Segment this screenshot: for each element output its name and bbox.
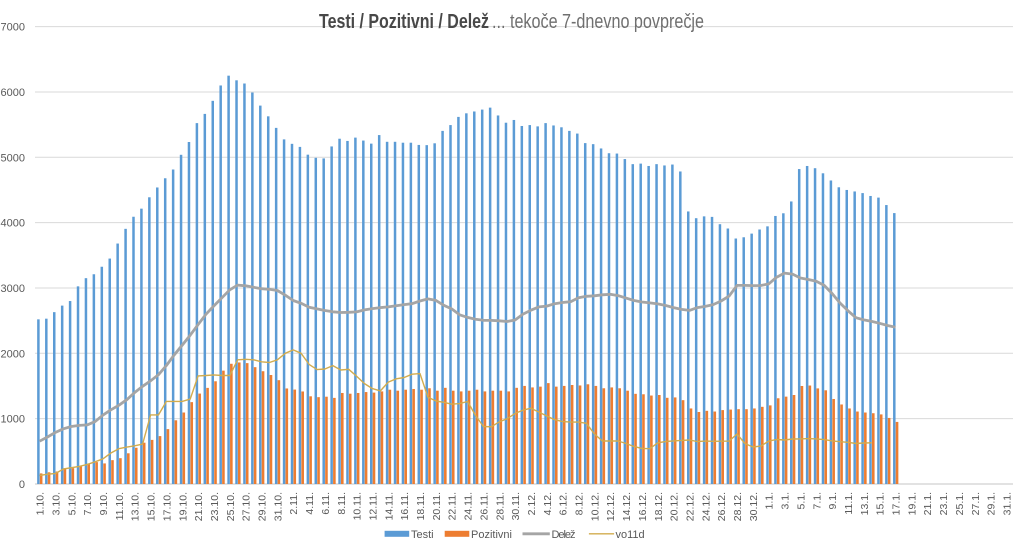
svg-text:9.1.: 9.1. bbox=[827, 492, 839, 510]
svg-text:29.10.: 29.10. bbox=[257, 492, 269, 521]
svg-text:9.10.: 9.10. bbox=[98, 492, 110, 515]
svg-text:21.1.: 21.1. bbox=[922, 492, 934, 515]
svg-text:6.11.: 6.11. bbox=[320, 492, 332, 515]
svg-text:1000: 1000 bbox=[1, 414, 25, 426]
svg-text:14.11.: 14.11. bbox=[383, 492, 395, 520]
svg-text:5.10.: 5.10. bbox=[66, 492, 78, 515]
svg-text:3.10.: 3.10. bbox=[50, 492, 62, 515]
svg-text:27.1.: 27.1. bbox=[970, 492, 982, 515]
svg-text:2000: 2000 bbox=[1, 348, 25, 360]
svg-text:24.12.: 24.12. bbox=[700, 492, 712, 521]
svg-text:16.12.: 16.12. bbox=[637, 492, 649, 521]
svg-text:vo11d: vo11d bbox=[616, 529, 645, 541]
svg-text:10.11.: 10.11. bbox=[352, 492, 364, 520]
svg-text:6000: 6000 bbox=[1, 87, 25, 99]
svg-text:21.10.: 21.10. bbox=[193, 492, 205, 521]
svg-text:4000: 4000 bbox=[1, 218, 25, 230]
svg-text:8.11.: 8.11. bbox=[336, 492, 348, 515]
svg-text:28.12.: 28.12. bbox=[732, 492, 744, 521]
svg-text:3.1.: 3.1. bbox=[780, 492, 792, 510]
svg-text:15.10.: 15.10. bbox=[146, 492, 158, 521]
svg-text:15.1.: 15.1. bbox=[875, 492, 887, 515]
svg-text:5.1.: 5.1. bbox=[795, 492, 807, 510]
svg-text:... tekoče 7-dnevno povprečje: ... tekoče 7-dnevno povprečje bbox=[492, 11, 704, 33]
svg-text:17.10.: 17.10. bbox=[161, 492, 173, 521]
svg-text:19.1.: 19.1. bbox=[906, 492, 918, 515]
svg-text:13.10.: 13.10. bbox=[130, 492, 142, 521]
svg-text:23.1.: 23.1. bbox=[938, 492, 950, 515]
svg-text:25.1.: 25.1. bbox=[954, 492, 966, 515]
svg-text:4.11.: 4.11. bbox=[304, 492, 316, 515]
svg-text:19.10.: 19.10. bbox=[177, 492, 189, 521]
svg-text:22.11.: 22.11. bbox=[447, 492, 459, 520]
svg-text:25.10.: 25.10. bbox=[225, 492, 237, 521]
svg-text:3000: 3000 bbox=[1, 283, 25, 295]
svg-text:7000: 7000 bbox=[1, 22, 25, 34]
svg-text:Testi: Testi bbox=[411, 529, 434, 541]
svg-text:22.12.: 22.12. bbox=[684, 492, 696, 521]
svg-text:8.12.: 8.12. bbox=[574, 492, 586, 515]
svg-text:28.11.: 28.11. bbox=[494, 492, 506, 520]
svg-text:31.1.: 31.1. bbox=[1001, 492, 1013, 515]
svg-text:14.12.: 14.12. bbox=[621, 492, 633, 521]
svg-text:1.10.: 1.10. bbox=[35, 492, 47, 515]
svg-text:12.12.: 12.12. bbox=[605, 492, 617, 521]
svg-text:27.10.: 27.10. bbox=[241, 492, 253, 521]
svg-text:23.10.: 23.10. bbox=[209, 492, 221, 521]
svg-text:20.12.: 20.12. bbox=[669, 492, 681, 521]
svg-text:30.12.: 30.12. bbox=[748, 492, 760, 521]
svg-text:Pozitivni: Pozitivni bbox=[471, 529, 512, 541]
svg-text:11.1.: 11.1. bbox=[843, 492, 855, 515]
svg-text:12.11.: 12.11. bbox=[367, 492, 379, 520]
svg-text:7.10.: 7.10. bbox=[82, 492, 94, 515]
svg-text:16.11.: 16.11. bbox=[399, 492, 411, 520]
svg-text:6.12.: 6.12. bbox=[558, 492, 570, 515]
svg-text:0: 0 bbox=[19, 479, 25, 491]
svg-text:29.1.: 29.1. bbox=[986, 492, 998, 515]
svg-text:Testi / Pozitivni / Delež: Testi / Pozitivni / Delež bbox=[319, 11, 489, 33]
svg-text:4.12.: 4.12. bbox=[542, 492, 554, 515]
svg-text:10.12.: 10.12. bbox=[589, 492, 601, 521]
svg-text:26.12.: 26.12. bbox=[716, 492, 728, 521]
svg-text:13.1.: 13.1. bbox=[859, 492, 871, 515]
svg-text:11.10.: 11.10. bbox=[114, 492, 126, 520]
svg-text:18.12.: 18.12. bbox=[653, 492, 665, 521]
svg-text:26.11.: 26.11. bbox=[478, 492, 490, 520]
svg-text:7.1.: 7.1. bbox=[811, 492, 823, 510]
svg-text:Delež: Delež bbox=[552, 529, 576, 541]
svg-text:17.1.: 17.1. bbox=[891, 492, 903, 515]
svg-text:30.11.: 30.11. bbox=[510, 492, 522, 520]
svg-text:1.1.: 1.1. bbox=[764, 492, 776, 510]
svg-text:24.11.: 24.11. bbox=[463, 492, 475, 520]
svg-text:2.11.: 2.11. bbox=[288, 492, 300, 515]
svg-text:20.11.: 20.11. bbox=[431, 492, 443, 520]
svg-text:31.10.: 31.10. bbox=[272, 492, 284, 521]
svg-text:2.12.: 2.12. bbox=[526, 492, 538, 515]
svg-text:5000: 5000 bbox=[1, 152, 25, 164]
svg-text:18.11.: 18.11. bbox=[415, 492, 427, 520]
